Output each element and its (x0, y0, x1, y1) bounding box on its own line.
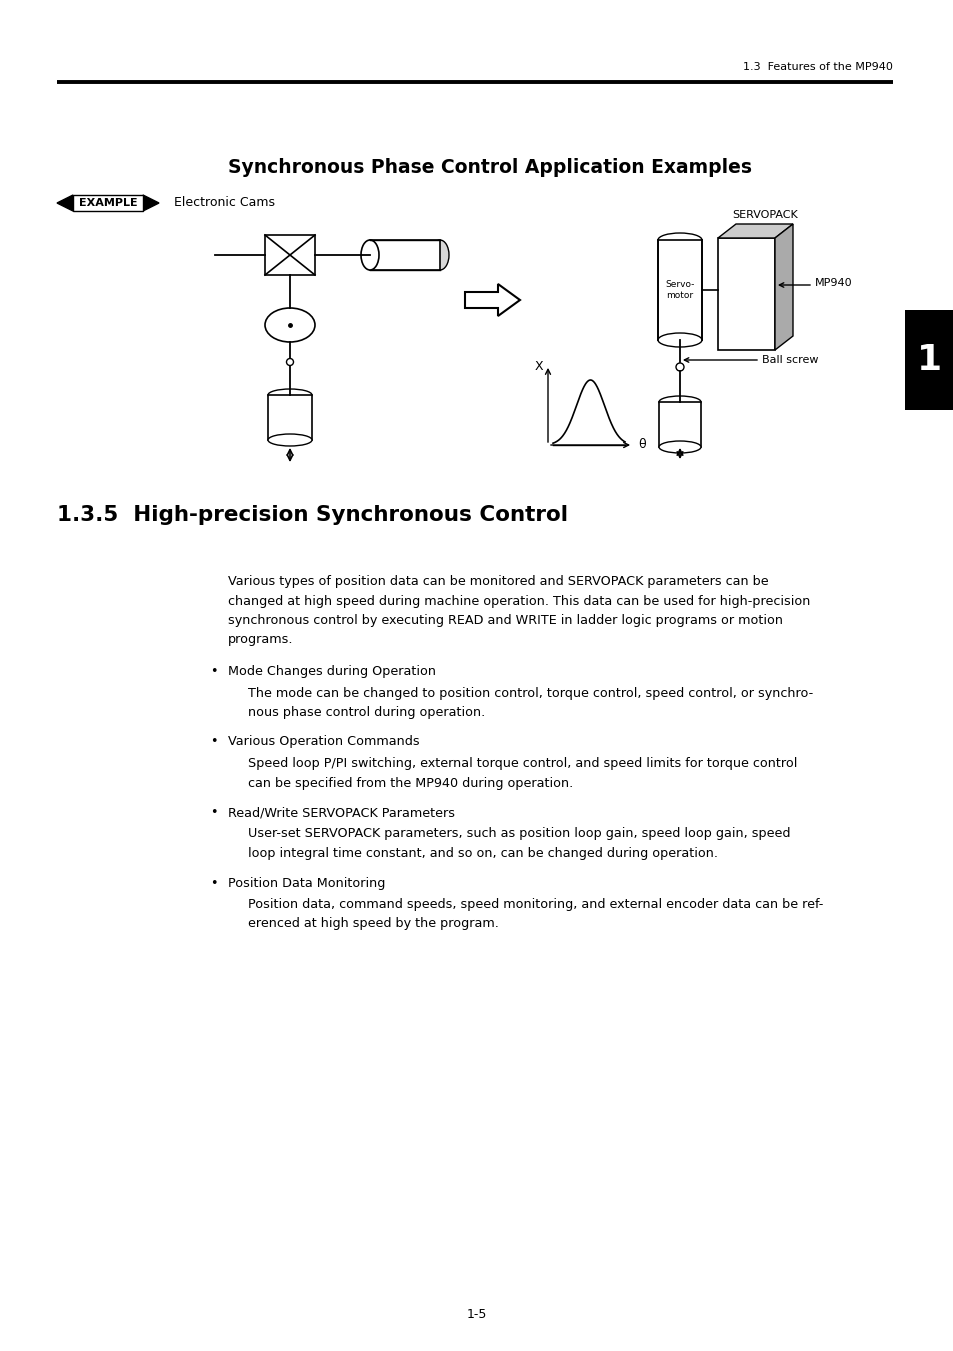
Text: nous phase control during operation.: nous phase control during operation. (248, 707, 485, 719)
Text: can be specified from the MP940 during operation.: can be specified from the MP940 during o… (248, 777, 573, 789)
Text: The mode can be changed to position control, torque control, speed control, or s: The mode can be changed to position cont… (248, 686, 812, 700)
Bar (73, 195, 143, 211)
Bar (904, 309, 953, 409)
Ellipse shape (268, 434, 312, 446)
Text: User-set SERVOPACK parameters, such as position loop gain, speed loop gain, spee: User-set SERVOPACK parameters, such as p… (248, 828, 790, 840)
Bar (718, 238, 774, 350)
Ellipse shape (659, 440, 700, 453)
Text: 1-5: 1-5 (466, 1309, 487, 1321)
Polygon shape (57, 195, 73, 211)
Text: θ: θ (638, 439, 645, 451)
Ellipse shape (658, 332, 701, 347)
Text: •: • (211, 665, 218, 678)
Text: Position Data Monitoring: Position Data Monitoring (228, 877, 385, 889)
Text: Position data, command speeds, speed monitoring, and external encoder data can b: Position data, command speeds, speed mon… (248, 898, 822, 911)
Text: changed at high speed during machine operation. This data can be used for high-p: changed at high speed during machine ope… (228, 594, 809, 608)
Text: •: • (211, 877, 218, 889)
Ellipse shape (360, 240, 378, 270)
Text: 1: 1 (916, 343, 941, 377)
Bar (268, 394, 312, 440)
Text: 1.3.5  High-precision Synchronous Control: 1.3.5 High-precision Synchronous Control (57, 505, 567, 526)
Text: programs.: programs. (228, 634, 294, 647)
Polygon shape (718, 224, 792, 238)
Text: Read/Write SERVOPACK Parameters: Read/Write SERVOPACK Parameters (228, 807, 455, 819)
Ellipse shape (676, 363, 683, 372)
Text: synchronous control by executing READ and WRITE in ladder logic programs or moti: synchronous control by executing READ an… (228, 613, 782, 627)
Polygon shape (143, 195, 159, 211)
Text: erenced at high speed by the program.: erenced at high speed by the program. (248, 917, 498, 931)
Ellipse shape (431, 240, 449, 270)
Text: Various types of position data can be monitored and SERVOPACK parameters can be: Various types of position data can be mo… (228, 576, 768, 588)
Text: Mode Changes during Operation: Mode Changes during Operation (228, 665, 436, 678)
Text: loop integral time constant, and so on, can be changed during operation.: loop integral time constant, and so on, … (248, 847, 718, 861)
Text: Various Operation Commands: Various Operation Commands (228, 735, 419, 748)
Text: Electronic Cams: Electronic Cams (173, 196, 274, 209)
Ellipse shape (659, 396, 700, 408)
Bar (370, 240, 439, 270)
Ellipse shape (286, 358, 294, 366)
Bar (659, 403, 700, 447)
Text: Synchronous Phase Control Application Examples: Synchronous Phase Control Application Ex… (228, 158, 751, 177)
Text: Servo-
motor: Servo- motor (664, 280, 694, 300)
Bar (658, 240, 701, 340)
Text: •: • (211, 807, 218, 819)
Text: MP940: MP940 (814, 278, 852, 288)
Text: EXAMPLE: EXAMPLE (78, 199, 137, 208)
Text: Speed loop P/PI switching, external torque control, and speed limits for torque : Speed loop P/PI switching, external torq… (248, 757, 797, 770)
Text: X: X (534, 359, 542, 373)
Polygon shape (774, 224, 792, 350)
Bar (265, 235, 314, 276)
Ellipse shape (265, 308, 314, 342)
Text: SERVOPACK: SERVOPACK (731, 209, 797, 220)
Text: 1.3  Features of the MP940: 1.3 Features of the MP940 (742, 62, 892, 72)
Ellipse shape (658, 232, 701, 247)
Text: •: • (211, 735, 218, 748)
Ellipse shape (268, 389, 312, 401)
Text: Ball screw: Ball screw (761, 355, 818, 365)
